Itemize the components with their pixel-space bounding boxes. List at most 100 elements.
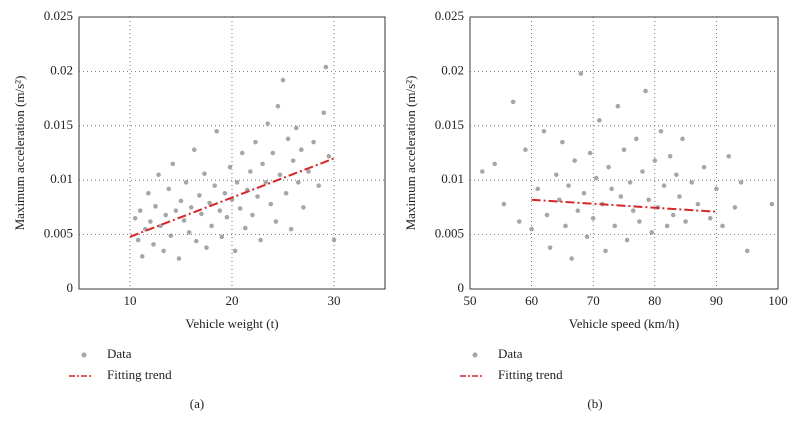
y-tick-label: 0.005: [44, 226, 73, 241]
data-point: [186, 230, 192, 235]
data-point: [207, 200, 212, 206]
data-point: [301, 205, 306, 210]
data-point: [288, 226, 294, 232]
y-tick-label: 0.015: [44, 117, 73, 132]
x-tick-label: 10: [124, 293, 137, 308]
data-point: [621, 147, 627, 153]
data-point: [510, 99, 516, 105]
x-tick-label: 70: [587, 293, 600, 308]
x-axis-label: Vehicle speed (km/h): [569, 316, 679, 331]
data-point: [311, 139, 316, 145]
data-point: [480, 169, 485, 174]
data-point: [166, 186, 172, 192]
data-point: [714, 186, 719, 192]
data-point: [306, 169, 311, 174]
y-tick-label: 0.02: [50, 62, 73, 77]
data-point: [566, 183, 571, 188]
data-point: [707, 215, 713, 221]
data-point: [237, 206, 243, 211]
caption: (a): [190, 396, 204, 411]
data-point: [135, 237, 141, 243]
data-point: [178, 198, 184, 204]
data-point: [219, 234, 225, 240]
data-point: [627, 180, 633, 185]
data-point: [501, 201, 507, 207]
data-point: [560, 139, 565, 145]
data-point: [606, 164, 611, 170]
data-point: [677, 194, 682, 199]
data-point: [290, 158, 296, 163]
data-point: [326, 153, 332, 159]
data-point: [646, 197, 651, 203]
data-point: [689, 180, 695, 185]
x-tick-label: 20: [226, 293, 239, 308]
data-point: [640, 169, 645, 174]
data-point: [516, 219, 522, 224]
data-point: [523, 147, 528, 153]
data-point: [637, 219, 642, 224]
x-tick-label: 80: [648, 293, 661, 308]
data-point: [541, 128, 547, 134]
data-point: [544, 212, 550, 218]
y-tick-label: 0.025: [44, 8, 73, 23]
data-point: [260, 161, 265, 167]
legend-swatch: [472, 352, 478, 358]
data-point: [572, 158, 578, 163]
data-point: [695, 201, 701, 207]
data-point: [232, 248, 238, 254]
data-point: [296, 180, 301, 185]
legend-label: Fitting trend: [498, 367, 563, 382]
legend-swatch: [81, 352, 87, 358]
trend-line: [129, 157, 335, 238]
data-point: [268, 201, 274, 207]
data-point: [575, 208, 581, 213]
data-point: [263, 180, 268, 185]
y-axis-label: Maximum acceleration (m/s²): [403, 76, 418, 231]
data-point: [283, 190, 289, 196]
data-point: [242, 225, 248, 231]
y-tick-label: 0: [458, 280, 465, 295]
data-point: [584, 234, 590, 240]
data-point: [624, 237, 630, 243]
data-point: [234, 180, 240, 185]
trend-line: [531, 198, 717, 213]
data-point: [270, 150, 276, 156]
data-point: [188, 205, 194, 210]
plot-frame: [469, 16, 779, 290]
x-tick-label: 50: [464, 293, 477, 308]
y-tick-label: 0.01: [441, 171, 464, 186]
data-point: [146, 190, 151, 196]
data-point: [323, 64, 329, 70]
data-point: [181, 218, 187, 223]
data-point: [535, 186, 541, 192]
data-point: [578, 71, 584, 76]
data-point: [209, 223, 214, 229]
data-point: [726, 153, 732, 159]
y-axis-label: Maximum acceleration (m/s²): [12, 76, 27, 231]
data-point: [293, 125, 299, 131]
x-tick-label: 90: [710, 293, 723, 308]
data-point: [744, 248, 750, 254]
data-point: [258, 237, 263, 243]
data-point: [738, 180, 744, 185]
data-point: [248, 169, 253, 174]
data-point: [603, 248, 608, 254]
data-point: [202, 171, 207, 176]
data-point: [137, 208, 143, 213]
data-point: [204, 245, 209, 250]
data-point: [316, 183, 322, 188]
data-point: [661, 183, 667, 188]
data-point: [153, 204, 158, 209]
data-point: [285, 136, 291, 142]
data-point: [191, 147, 197, 153]
data-point: [163, 212, 168, 218]
data-point: [158, 223, 163, 229]
data-point: [273, 219, 279, 224]
data-point: [593, 175, 599, 181]
data-point: [674, 172, 679, 178]
data-point: [275, 103, 281, 109]
data-point: [680, 136, 685, 142]
data-point: [199, 211, 204, 217]
legend-label: Data: [498, 346, 523, 361]
